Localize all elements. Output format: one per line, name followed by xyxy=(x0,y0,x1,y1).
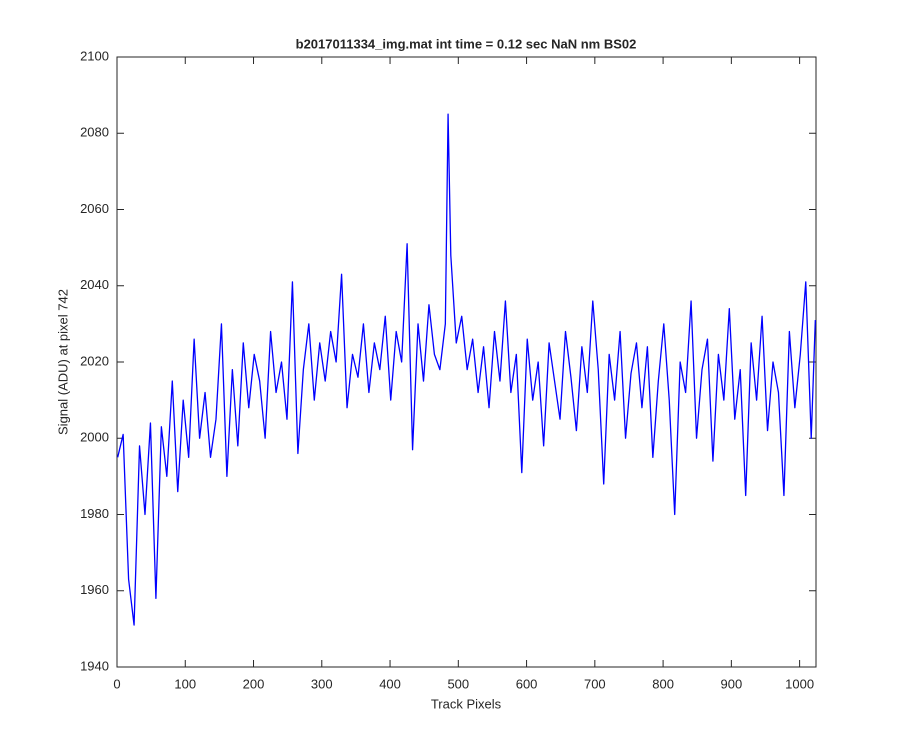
y-tick-label: 2080 xyxy=(80,125,109,140)
y-tick-label: 2060 xyxy=(80,201,109,216)
y-axis-label: Signal (ADU) at pixel 742 xyxy=(55,289,70,435)
x-tick-label: 1000 xyxy=(785,676,814,691)
x-tick-label: 500 xyxy=(447,676,469,691)
y-tick-label: 2100 xyxy=(80,48,109,63)
x-tick-label: 0 xyxy=(113,676,120,691)
x-tick-label: 400 xyxy=(379,676,401,691)
x-axis-label: Track Pixels xyxy=(431,696,502,711)
y-tick-label: 2020 xyxy=(80,353,109,368)
y-tick-label: 1960 xyxy=(80,582,109,597)
y-tick-label: 1980 xyxy=(80,506,109,521)
x-tick-label: 200 xyxy=(243,676,265,691)
x-tick-label: 100 xyxy=(174,676,196,691)
x-tick-label: 900 xyxy=(721,676,743,691)
y-tick-label: 2000 xyxy=(80,430,109,445)
x-tick-label: 300 xyxy=(311,676,333,691)
y-tick-label: 1940 xyxy=(80,658,109,673)
chart-title: b2017011334_img.mat int time = 0.12 sec … xyxy=(296,36,637,51)
x-tick-label: 700 xyxy=(584,676,606,691)
data-line xyxy=(117,113,816,626)
y-tick-label: 2040 xyxy=(80,277,109,292)
x-tick-label: 800 xyxy=(652,676,674,691)
x-tick-label: 600 xyxy=(516,676,538,691)
